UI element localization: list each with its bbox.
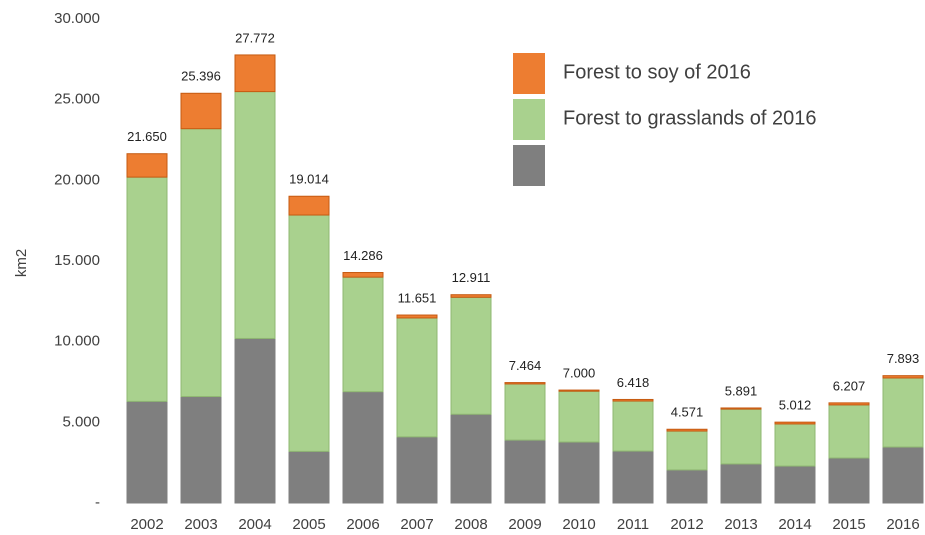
- total-label: 6.207: [833, 378, 866, 393]
- bar-segment: [882, 446, 924, 504]
- y-tick-label: 5.000: [62, 413, 100, 430]
- total-label: 5.012: [779, 398, 812, 413]
- x-tick-label: 2005: [292, 516, 325, 533]
- bar-segment: [180, 128, 222, 398]
- y-axis-label: km2: [13, 249, 30, 277]
- x-tick-label: 2009: [508, 516, 541, 533]
- bar-segment: [720, 408, 762, 465]
- bar-segment: [180, 396, 222, 504]
- y-tick-label: 20.000: [54, 171, 100, 188]
- bar-segment: [450, 413, 492, 504]
- bar-segment: [774, 421, 816, 425]
- x-tick-label: 2016: [886, 516, 919, 533]
- bar-segment: [504, 383, 546, 441]
- bar-segment: [126, 153, 168, 178]
- legend-label: Forest to grasslands of 2016: [563, 107, 816, 129]
- y-tick-label: 10.000: [54, 333, 100, 350]
- y-tick-label: 30.000: [54, 10, 100, 27]
- legend-swatch: [513, 145, 545, 186]
- bar-segment: [828, 404, 870, 459]
- bar-segment: [126, 400, 168, 504]
- x-tick-label: 2015: [832, 516, 865, 533]
- total-label: 25.396: [181, 69, 221, 84]
- bar-segment: [882, 375, 924, 379]
- x-tick-label: 2013: [724, 516, 757, 533]
- bar-segment: [774, 465, 816, 504]
- x-tick-label: 2010: [562, 516, 595, 533]
- total-label: 7.893: [887, 351, 920, 366]
- bar-segment: [342, 276, 384, 393]
- bar-segment: [828, 402, 870, 406]
- bar-segment: [504, 382, 546, 385]
- x-tick-label: 2006: [346, 516, 379, 533]
- bar-segment: [450, 294, 492, 298]
- bar-segment: [666, 428, 708, 432]
- bar-segment: [666, 469, 708, 504]
- bar-segment: [288, 214, 330, 452]
- legend-swatch: [513, 53, 545, 94]
- bar-segment: [774, 423, 816, 467]
- bar-segment: [396, 436, 438, 504]
- bar-segment: [666, 430, 708, 471]
- x-tick-label: 2008: [454, 516, 487, 533]
- y-tick-label: 15.000: [54, 252, 100, 269]
- bar-segment: [720, 463, 762, 504]
- total-label: 14.286: [343, 248, 383, 263]
- x-tick-label: 2011: [617, 516, 649, 533]
- bar-segment: [612, 400, 654, 452]
- x-tick-label: 2002: [130, 516, 163, 533]
- legend-swatch: [513, 99, 545, 140]
- bar-segment: [180, 92, 222, 130]
- x-tick-label: 2014: [778, 516, 811, 533]
- x-tick-label: 2004: [238, 516, 271, 533]
- total-label: 21.650: [127, 129, 167, 144]
- total-label: 12.911: [452, 270, 491, 285]
- total-label: 4.571: [671, 405, 704, 420]
- bar-segment: [558, 389, 600, 392]
- bar-segment: [828, 457, 870, 504]
- bar-segment: [504, 439, 546, 504]
- x-tick-label: 2012: [670, 516, 703, 533]
- x-tick-label: 2007: [400, 516, 433, 533]
- bar-segment: [450, 296, 492, 415]
- total-label: 6.418: [617, 375, 650, 390]
- bar-segment: [234, 54, 276, 93]
- bar-segment: [558, 390, 600, 443]
- bar-segment: [612, 450, 654, 504]
- bar-segment: [396, 317, 438, 438]
- bar-segment: [342, 391, 384, 504]
- bar-segment: [234, 91, 276, 339]
- bar-segment: [558, 441, 600, 504]
- x-tick-label: 2003: [184, 516, 217, 533]
- total-label: 7.464: [509, 358, 542, 373]
- bar-segment: [342, 272, 384, 278]
- bar-segment: [234, 337, 276, 504]
- total-label: 11.651: [398, 290, 437, 305]
- y-tick-label: -: [95, 494, 100, 511]
- bar-segment: [882, 377, 924, 448]
- total-label: 19.014: [289, 172, 329, 187]
- total-label: 7.000: [563, 366, 596, 381]
- bar-segment: [126, 176, 168, 402]
- bar-segment: [288, 195, 330, 216]
- bar-segment: [396, 314, 438, 319]
- bar-segment: [612, 398, 654, 402]
- bar-segment: [288, 450, 330, 504]
- total-label: 27.772: [235, 30, 275, 45]
- bar-segment: [720, 407, 762, 410]
- legend-label: Forest to soy of 2016: [563, 61, 751, 83]
- y-tick-label: 25.000: [54, 91, 100, 108]
- total-label: 5.891: [725, 383, 758, 398]
